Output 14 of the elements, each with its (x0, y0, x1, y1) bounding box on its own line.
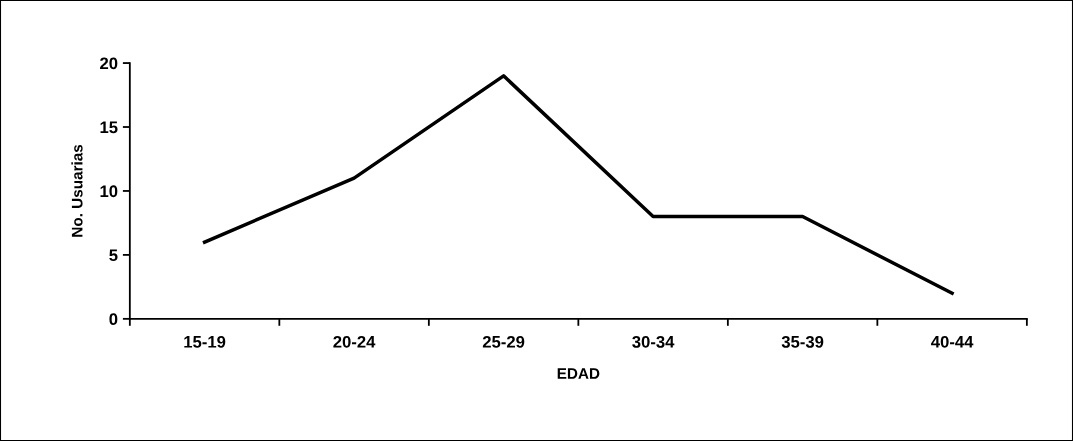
x-tick-label: 25-29 (482, 335, 525, 348)
y-tick-label: 15 (100, 121, 118, 134)
x-tick-label: 30-34 (632, 335, 675, 348)
x-axis-title: EDAD (557, 368, 600, 379)
y-tick-label: 10 (100, 185, 118, 198)
y-tick-label: 0 (109, 313, 118, 326)
x-tick-label: 35-39 (781, 335, 824, 348)
y-tick-label: 5 (109, 249, 118, 262)
y-tick-label: 20 (100, 57, 118, 70)
x-tick-label: 15-19 (184, 335, 226, 348)
y-axis-title: No. Usuarias (71, 144, 83, 237)
line-series (202, 74, 954, 296)
x-tick-label: 20-24 (333, 335, 376, 348)
x-tick-label: 40-44 (931, 335, 974, 348)
